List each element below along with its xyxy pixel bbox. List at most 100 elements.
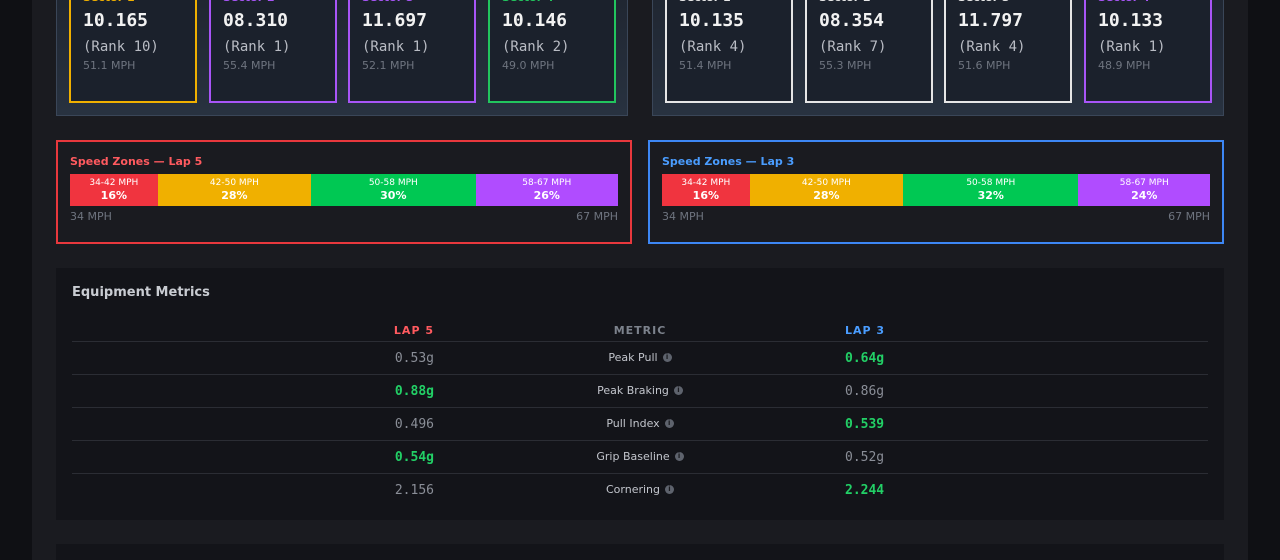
metric-label: Pull Index (606, 417, 660, 430)
speed-zone-segment: 42-50 MPH 28% (157, 174, 312, 206)
zone-max-label: 67 MPH (1168, 210, 1210, 223)
zone-percent-label: 24% (1131, 188, 1158, 202)
header-metric: METRIC (613, 324, 667, 337)
zone-min-label: 34 MPH (70, 210, 112, 223)
lap3-value: 0.52g (845, 450, 885, 465)
sector-name: Sector 3 (958, 0, 1058, 5)
sector-rank: (Rank 1) (1098, 39, 1166, 55)
sector-card: Sector 2 08.310 (Rank 1) 55.4 MPH (209, 0, 337, 103)
speed-zone-scale: 34 MPH 67 MPH (662, 210, 1210, 223)
sector-speed: 49.0 MPH (502, 59, 555, 72)
zone-range-label: 34-42 MPH (681, 177, 731, 188)
sector-card: Sector 4 10.146 (Rank 2) 49.0 MPH (488, 0, 616, 103)
metric-name: Grip Baseline i (484, 450, 796, 463)
sector-card: Sector 1 10.135 (Rank 4) 51.4 MPH (665, 0, 793, 103)
info-icon[interactable]: i (662, 353, 672, 362)
sector-name: Sector 2 (819, 0, 919, 5)
lap3-value: 0.539 (845, 417, 885, 432)
sector-time: 11.697 (362, 10, 428, 31)
sector-time: 08.310 (223, 10, 289, 31)
sector-rank: (Rank 4) (958, 39, 1026, 55)
info-icon[interactable]: i (664, 419, 674, 428)
zone-range-label: 42-50 MPH (209, 177, 259, 188)
sector-rank: (Rank 10) (83, 39, 159, 55)
metric-label: Grip Baseline (596, 450, 670, 463)
zone-percent-label: 16% (100, 188, 128, 202)
zone-percent-label: 28% (221, 188, 248, 202)
sector-name: Sector 2 (223, 0, 323, 5)
sector-name: Sector 1 (83, 0, 183, 5)
sector-speed: 55.4 MPH (223, 59, 276, 72)
speed-zones-title: Speed Zones — Lap 3 (662, 155, 795, 168)
info-icon[interactable]: i (674, 452, 684, 461)
lap3-sector-panel: Sector 1 10.135 (Rank 4) 51.4 MPH Sector 2 08… (652, 0, 1224, 116)
speed-zone-segment: 50-58 MPH 32% (903, 174, 1079, 206)
sector-time: 10.165 (83, 10, 149, 31)
sector-speed: 51.6 MPH (958, 59, 1011, 72)
speed-zone-segment: 50-58 MPH 30% (311, 174, 476, 206)
speed-zone-segment: 34-42 MPH 16% (662, 174, 750, 206)
info-icon[interactable]: i (673, 386, 683, 395)
sector-time: 11.797 (958, 10, 1024, 31)
metric-name: Cornering i (484, 483, 796, 496)
zone-max-label: 67 MPH (576, 210, 618, 223)
zone-range-label: 50-58 MPH (966, 177, 1016, 188)
speed-zone-segment: 58-67 MPH 26% (475, 174, 619, 206)
sector-time: 10.133 (1098, 10, 1164, 31)
sector-rank: (Rank 1) (362, 39, 430, 55)
sector-name: Sector 1 (679, 0, 779, 5)
zone-range-label: 50-58 MPH (368, 177, 418, 188)
sector-name: Sector 4 (1098, 0, 1198, 5)
sector-card: Sector 4 10.133 (Rank 1) 48.9 MPH (1084, 0, 1212, 103)
equipment-table-header: LAP 5 METRIC LAP 3 (72, 318, 1208, 342)
speed-zones-lap3: Speed Zones — Lap 3 34-42 MPH 16% 42-50 MP… (648, 140, 1224, 244)
zone-range-label: 58-67 MPH (1119, 177, 1169, 188)
table-row: 0.54g Grip Baseline i 0.52g (72, 441, 1208, 474)
speed-zones-title: Speed Zones — Lap 5 (70, 155, 203, 168)
metric-label: Peak Pull (608, 351, 658, 364)
zone-percent-label: 28% (813, 188, 840, 202)
sector-rank: (Rank 4) (679, 39, 747, 55)
page: Sector 1 10.165 (Rank 10) 51.1 MPH Sector 2 0… (32, 0, 1248, 560)
sector-rank: (Rank 2) (502, 39, 570, 55)
metric-label: Peak Braking (597, 384, 669, 397)
sector-name: Sector 4 (502, 0, 602, 5)
equipment-metrics-panel: Equipment Metrics LAP 5 METRIC LAP 3 0.5… (56, 268, 1224, 520)
sector-speed: 51.1 MPH (83, 59, 136, 72)
header-lap3: LAP 3 (845, 324, 886, 337)
sector-rank: (Rank 1) (223, 39, 291, 55)
equipment-metrics-title: Equipment Metrics (72, 285, 210, 300)
speed-zone-segment: 34-42 MPH 16% (70, 174, 158, 206)
next-panel-edge (56, 544, 1224, 560)
metric-name: Peak Pull i (484, 351, 796, 364)
sector-name: Sector 3 (362, 0, 462, 5)
speed-zone-segment: 42-50 MPH 28% (749, 174, 904, 206)
sector-card: Sector 2 08.354 (Rank 7) 55.3 MPH (805, 0, 933, 103)
lap3-value: 0.64g (845, 351, 885, 366)
speed-zone-scale: 34 MPH 67 MPH (70, 210, 618, 223)
header-lap5: LAP 5 (393, 324, 434, 337)
speed-zone-bar: 34-42 MPH 16% 42-50 MPH 28% 50-58 MPH 32% 58-6… (662, 174, 1210, 206)
zone-range-label: 42-50 MPH (801, 177, 851, 188)
lap5-sector-panel: Sector 1 10.165 (Rank 10) 51.1 MPH Sector 2 0… (56, 0, 628, 116)
sector-speed: 52.1 MPH (362, 59, 415, 72)
sector-speed: 55.3 MPH (819, 59, 872, 72)
lap3-value: 2.244 (845, 483, 885, 498)
zone-range-label: 34-42 MPH (89, 177, 139, 188)
info-icon[interactable]: i (665, 485, 674, 494)
zone-percent-label: 16% (692, 188, 720, 202)
sector-time: 10.146 (502, 10, 568, 31)
sector-time: 10.135 (679, 10, 745, 31)
table-row: 0.53g Peak Pull i 0.64g (72, 342, 1208, 375)
zone-percent-label: 26% (533, 188, 560, 202)
table-row: 0.88g Peak Braking i 0.86g (72, 375, 1208, 408)
lap3-value: 0.86g (845, 384, 885, 399)
lap5-value: 0.496 (394, 417, 434, 432)
speed-zone-segment: 58-67 MPH 24% (1078, 174, 1210, 206)
speed-zones-lap5: Speed Zones — Lap 5 34-42 MPH 16% 42-50 MP… (56, 140, 632, 244)
metric-name: Pull Index i (484, 417, 796, 430)
zone-percent-label: 32% (977, 188, 1004, 202)
equipment-table-body: 0.53g Peak Pull i 0.64g 0.88g Peak Braking i 0.… (72, 342, 1208, 507)
lap5-value: 0.88g (394, 384, 434, 399)
metric-label: Cornering (605, 483, 660, 496)
